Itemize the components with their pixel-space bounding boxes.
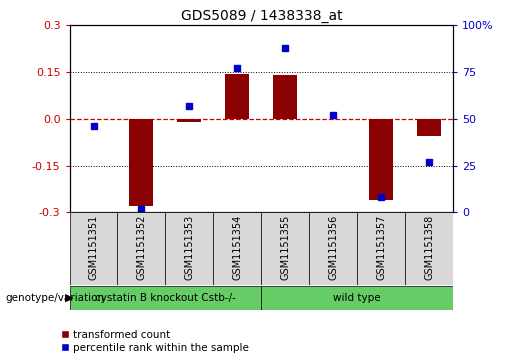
Text: genotype/variation: genotype/variation xyxy=(5,293,104,303)
Text: GSM1151354: GSM1151354 xyxy=(232,215,243,280)
Bar xyxy=(213,212,261,285)
Legend: transformed count, percentile rank within the sample: transformed count, percentile rank withi… xyxy=(57,326,253,357)
Bar xyxy=(405,212,453,285)
Bar xyxy=(273,75,297,119)
Text: GSM1151351: GSM1151351 xyxy=(89,215,98,280)
Bar xyxy=(417,119,441,136)
Bar xyxy=(369,119,393,200)
Text: GSM1151353: GSM1151353 xyxy=(184,215,195,280)
Text: GSM1151357: GSM1151357 xyxy=(376,215,386,280)
Text: wild type: wild type xyxy=(334,293,381,303)
Bar xyxy=(261,212,310,285)
Bar xyxy=(226,74,249,119)
Bar xyxy=(165,212,213,285)
Text: GSM1151352: GSM1151352 xyxy=(136,215,146,280)
Text: GSM1151356: GSM1151356 xyxy=(328,215,338,280)
Bar xyxy=(178,119,201,122)
Bar xyxy=(117,212,165,285)
Text: GSM1151355: GSM1151355 xyxy=(280,215,290,280)
Title: GDS5089 / 1438338_at: GDS5089 / 1438338_at xyxy=(181,9,342,23)
Text: ▶: ▶ xyxy=(65,293,74,303)
Bar xyxy=(310,212,357,285)
Bar xyxy=(70,212,117,285)
Bar xyxy=(129,119,153,206)
Bar xyxy=(70,286,261,310)
Text: GSM1151358: GSM1151358 xyxy=(424,215,434,280)
Bar xyxy=(357,212,405,285)
Bar xyxy=(261,286,453,310)
Text: cystatin B knockout Cstb-/-: cystatin B knockout Cstb-/- xyxy=(95,293,236,303)
